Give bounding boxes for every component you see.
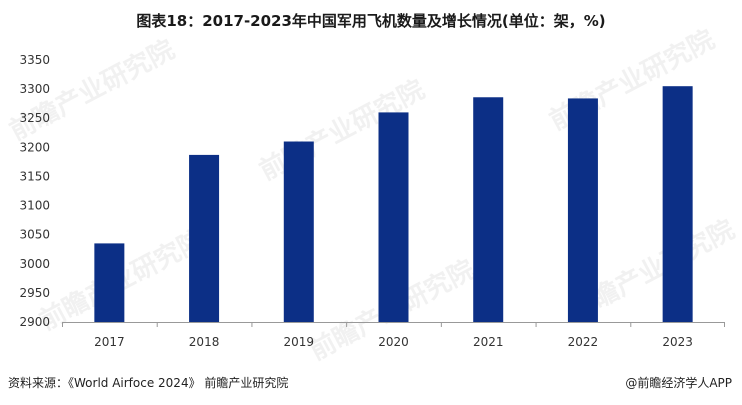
y-tick-label: 3350 — [19, 53, 50, 67]
y-tick-label: 2950 — [19, 286, 50, 300]
x-tick-label: 2017 — [94, 335, 125, 349]
bar-2017 — [94, 243, 125, 322]
chart-title: 图表18：2017-2023年中国军用飞机数量及增长情况(单位：架，%) — [136, 12, 606, 30]
y-tick-label: 3000 — [19, 257, 50, 271]
y-tick-label: 3050 — [19, 228, 50, 242]
bar-2018 — [189, 154, 220, 322]
y-tick-label: 3150 — [19, 169, 50, 183]
x-tick-label: 2020 — [378, 335, 409, 349]
bar-2020 — [378, 112, 409, 323]
bar-2022 — [567, 98, 598, 322]
x-tick-label: 2021 — [473, 335, 504, 349]
brand-label: @前瞻经济学人APP — [625, 376, 732, 390]
y-tick-label: 3100 — [19, 199, 50, 213]
y-tick-label: 3250 — [19, 111, 50, 125]
bar-2023 — [662, 86, 693, 322]
y-tick-label: 3200 — [19, 140, 50, 154]
bar-2019 — [283, 141, 314, 322]
x-tick-label: 2018 — [189, 335, 220, 349]
y-tick-label: 3300 — [19, 82, 50, 96]
x-tick-label: 2023 — [662, 335, 693, 349]
y-tick-label: 2900 — [19, 315, 50, 329]
x-tick-label: 2022 — [568, 335, 599, 349]
x-tick-label: 2019 — [284, 335, 315, 349]
bar-2021 — [473, 97, 504, 322]
source-note: 资料来源：《World Airfoce 2024》 前瞻产业研究院 — [8, 376, 289, 390]
